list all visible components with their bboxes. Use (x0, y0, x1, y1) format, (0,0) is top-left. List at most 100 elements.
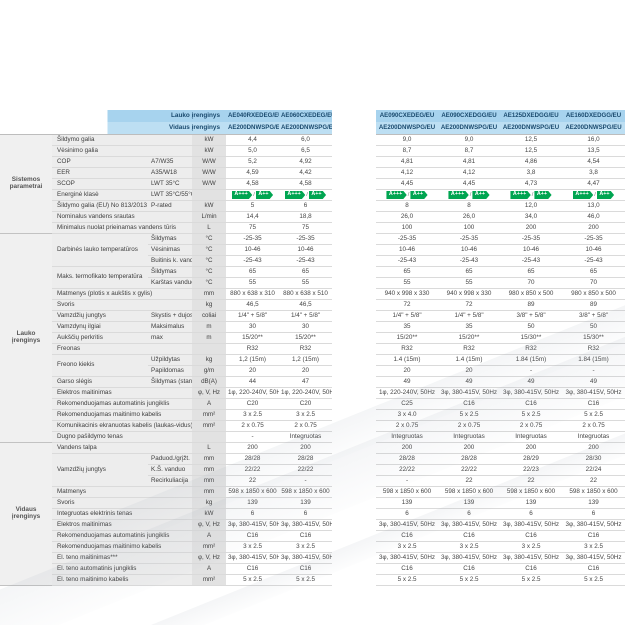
spec-value: 139 (438, 497, 501, 509)
spec-value: Integruotas (500, 431, 563, 443)
param-sub: Buitinis k. vanduo (148, 255, 192, 267)
spec-value: C16 (376, 563, 439, 575)
spec-value: 4,45 (438, 178, 501, 190)
spec-value: 6 (279, 508, 333, 520)
spec-value: 139 (500, 497, 563, 509)
param-name: Rekomenduojamas automatinis jungiklis (52, 530, 192, 542)
energy-badge: A++ (410, 191, 427, 199)
spec-value: 15/30** (562, 332, 625, 344)
column-gap (332, 167, 377, 179)
param-name: Vamzdynų ilgiai (52, 321, 148, 333)
spec-value: 22/24 (562, 464, 625, 476)
header-corner (0, 110, 52, 122)
spec-value: 44 (226, 376, 280, 388)
model-name: AE040RXEDEG/EU (226, 110, 280, 122)
badge-separator: / (407, 191, 410, 198)
spec-value: 3φ, 380-415V, 50Hz (438, 387, 501, 399)
spec-value: C16 (279, 563, 333, 575)
column-gap (332, 387, 377, 399)
energy-badge: A+++ (232, 191, 252, 199)
param-unit: mm² (192, 541, 227, 553)
param-unit: A (192, 398, 227, 410)
param-name: SCOP (52, 178, 148, 190)
spec-value: 12,0 (500, 200, 563, 212)
spec-value: 55 (376, 277, 439, 289)
spec-value: 65 (438, 266, 501, 278)
param-name: Vamzdžių jungtys (52, 310, 148, 322)
energy-badge: A++ (309, 191, 326, 199)
spec-value: 200 (376, 442, 439, 454)
spec-value: 5,2 (226, 156, 280, 168)
spec-value: C16 (562, 563, 625, 575)
spec-value: 598 x 1850 x 600 (562, 486, 625, 498)
param-name: EER (52, 167, 148, 179)
spec-value: 2 x 0.75 (376, 420, 439, 432)
energy-badge: A+++ (448, 191, 468, 199)
spec-value: 2 x 0.75 (226, 420, 280, 432)
spec-value: 3 x 4.0 (376, 409, 439, 421)
spec-value: 5 (226, 200, 280, 212)
spec-value: 70 (562, 277, 625, 289)
spec-value: C16 (226, 563, 280, 575)
param-unit (192, 189, 227, 201)
param-unit: L (192, 442, 227, 454)
energy-class-cell: A+++ / A++ (500, 189, 563, 201)
param-unit: °C (192, 277, 227, 289)
spec-value: 1φ, 220-240V, 50Hz (376, 387, 439, 399)
spec-value: 20 (438, 365, 501, 377)
spec-value: 4,4 (226, 134, 280, 146)
spec-value: 3φ, 380-415V, 50Hz (376, 519, 439, 531)
spec-value: 8 (438, 200, 501, 212)
badge-separator: / (306, 191, 308, 198)
column-gap (332, 277, 377, 289)
param-unit (192, 431, 227, 443)
energy-badge: A++ (256, 191, 273, 199)
spec-value: 46,0 (562, 211, 625, 223)
spec-value: 49 (376, 376, 439, 388)
param-unit: W/W (192, 167, 227, 179)
energy-badge: A++ (534, 191, 551, 199)
param-unit: φ, V, Hz (192, 552, 227, 564)
model-name: AE200DNWSPG/EU (562, 122, 625, 135)
param-sub: P-rated (148, 200, 192, 212)
spec-value: 139 (226, 497, 280, 509)
param-unit: kW (192, 145, 227, 157)
param-unit: mm² (192, 409, 227, 421)
spec-value: 28/30 (562, 453, 625, 465)
column-gap (332, 134, 377, 146)
spec-table: Lauko įrenginys AE040RXEDEG/EU AE060CXEDEG… (0, 110, 625, 586)
param-name: Garso slėgis (52, 376, 148, 388)
spec-value: 4,54 (562, 156, 625, 168)
param-sub: Skystis + dujos (148, 310, 192, 322)
spec-value: 1/4" + 5/8" (376, 310, 439, 322)
spec-value: 15/20** (376, 332, 439, 344)
param-unit: °C (192, 233, 227, 245)
spec-value: 46,5 (226, 299, 280, 311)
spec-value: 3/8" + 5/8" (562, 310, 625, 322)
spec-value: 4,12 (376, 167, 439, 179)
spec-value: 5 x 2.5 (438, 574, 501, 586)
column-gap (332, 110, 377, 122)
spec-value: 598 x 1850 x 600 (500, 486, 563, 498)
spec-value: 940 x 998 x 330 (376, 288, 439, 300)
outdoor-unit-header-label: Lauko įrenginys (52, 110, 227, 122)
spec-value: -25-35 (226, 233, 280, 245)
spec-value: C16 (279, 530, 333, 542)
spec-value: 4,12 (438, 167, 501, 179)
param-name: Rekomenduojamas automatinis jungiklis (52, 398, 192, 410)
spec-value: 10-46 (279, 244, 333, 256)
param-sub: Papildomas (148, 365, 192, 377)
param-unit: kg (192, 299, 227, 311)
spec-value: 200 (279, 442, 333, 454)
spec-value: 26,0 (438, 211, 501, 223)
spec-value: 16,0 (562, 134, 625, 146)
param-name: Vandens talpa (52, 442, 192, 454)
spec-value: 5,0 (226, 145, 280, 157)
spec-value: 10-46 (500, 244, 563, 256)
param-name: Matmenys (plotis x aukštis x gylis) (52, 288, 192, 300)
spec-value: 70 (500, 277, 563, 289)
column-gap (332, 200, 377, 212)
spec-value: 10-46 (376, 244, 439, 256)
